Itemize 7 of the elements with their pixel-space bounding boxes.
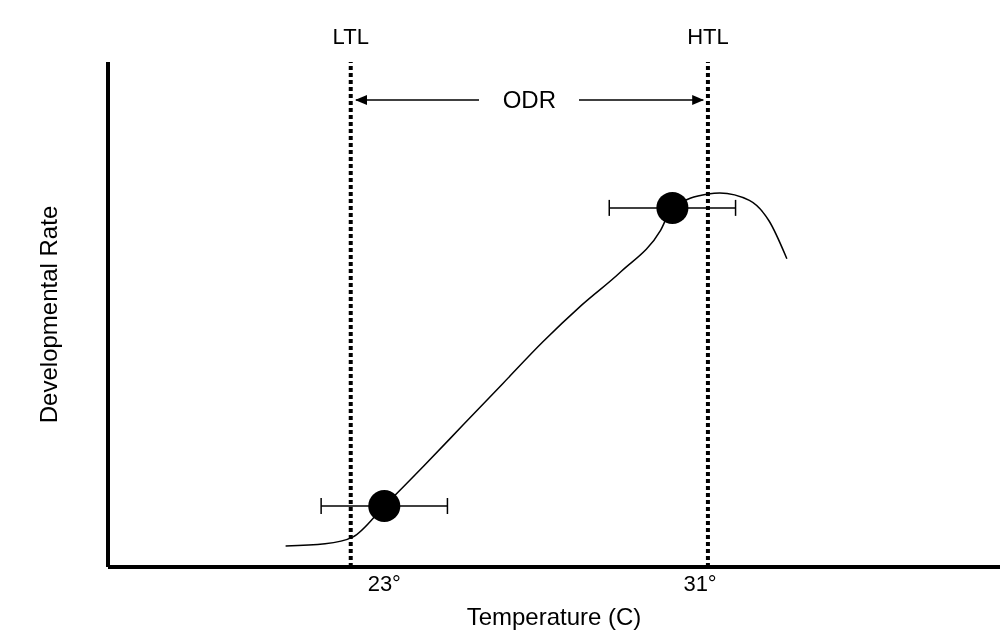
x-tick-label: 31°: [683, 570, 717, 596]
x-tick-label: 23°: [367, 570, 401, 596]
ref-line-label: HTL: [687, 24, 729, 49]
text: ODR: [479, 85, 580, 115]
ref-line-label: LTL: [332, 24, 369, 49]
x-axis-title: Temperature (C): [466, 603, 642, 630]
y-axis-title: Developmental Rate: [34, 205, 62, 424]
